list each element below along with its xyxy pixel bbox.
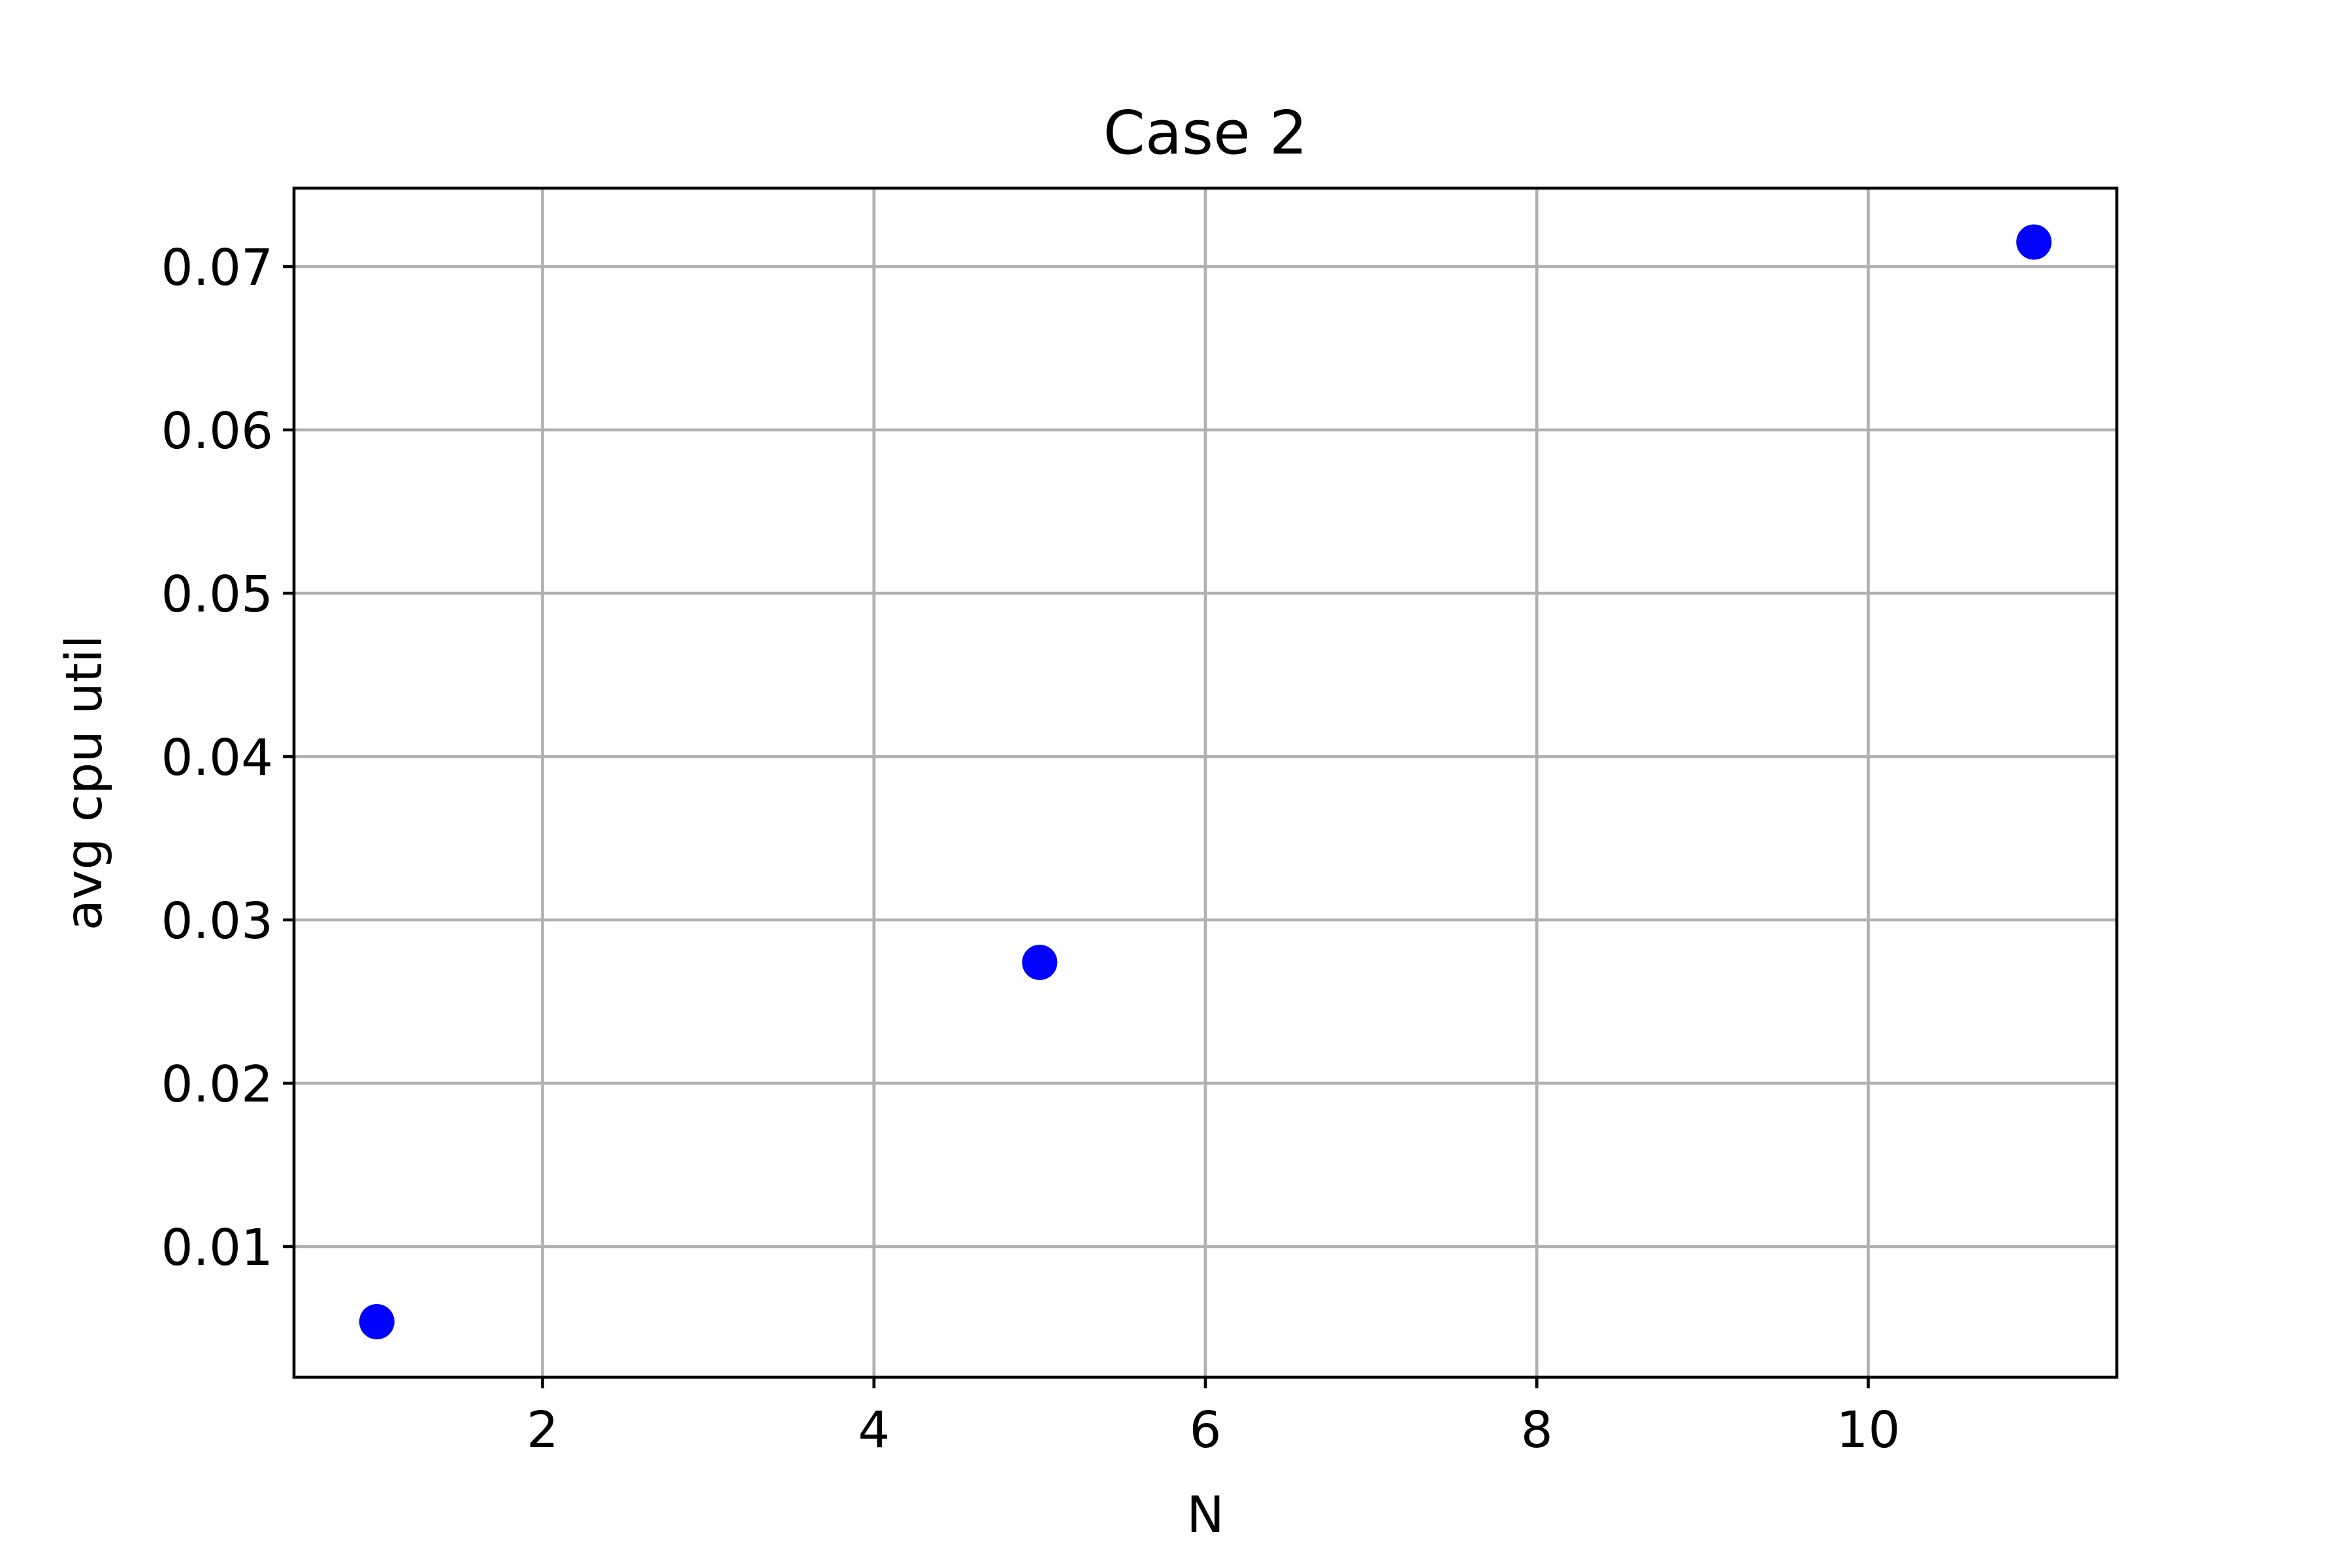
data-point xyxy=(1022,945,1058,980)
y-tick-label: 0.02 xyxy=(161,1056,273,1114)
y-axis-ticks: 0.01 0.02 0.03 0.04 0.05 0.06 0.07 xyxy=(161,239,294,1277)
x-tick-label: 4 xyxy=(858,1401,890,1460)
y-tick-label: 0.07 xyxy=(161,239,273,297)
y-tick-label: 0.04 xyxy=(161,729,273,787)
x-axis-label: N xyxy=(1186,1486,1224,1544)
y-gridlines xyxy=(294,265,2117,1249)
data-point xyxy=(359,1304,395,1339)
x-tick-label: 10 xyxy=(1837,1401,1901,1460)
x-tick-label: 2 xyxy=(527,1401,559,1460)
x-gridlines xyxy=(541,188,1870,1377)
y-axis-label: avg cpu util xyxy=(56,635,114,930)
x-tick-label: 8 xyxy=(1521,1401,1553,1460)
y-tick-label: 0.01 xyxy=(161,1219,273,1277)
y-tick-label: 0.06 xyxy=(161,402,273,461)
y-tick-label: 0.03 xyxy=(161,892,273,951)
data-point xyxy=(2016,224,2052,260)
chart-title: Case 2 xyxy=(1103,98,1308,168)
y-tick-label: 0.05 xyxy=(161,566,273,624)
x-axis-ticks: 2 4 6 8 10 xyxy=(527,1377,1901,1460)
data-points xyxy=(359,224,2052,1339)
x-tick-label: 6 xyxy=(1190,1401,1222,1460)
